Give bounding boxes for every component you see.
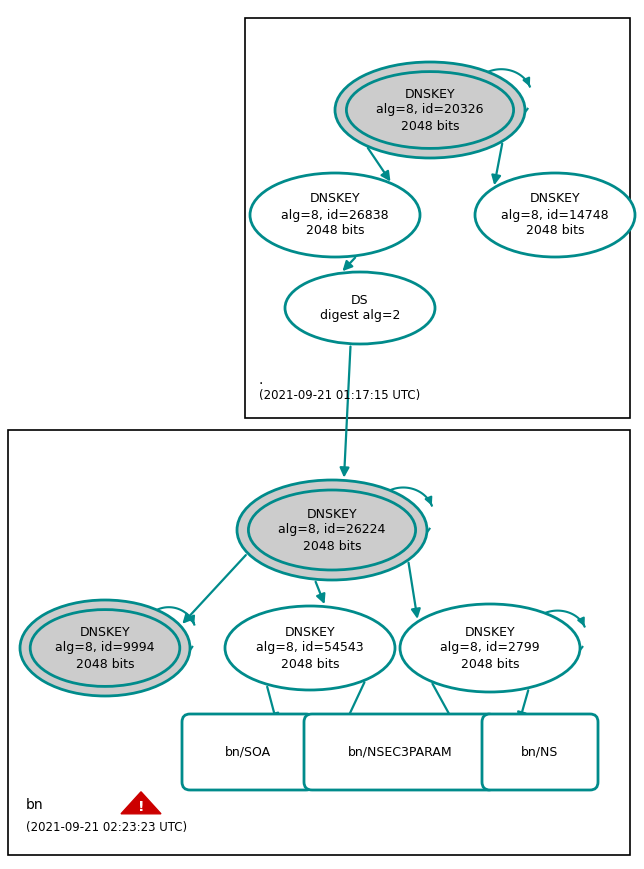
Text: DNSKEY
alg=8, id=54543
2048 bits: DNSKEY alg=8, id=54543 2048 bits — [256, 626, 364, 671]
FancyBboxPatch shape — [482, 714, 598, 790]
Ellipse shape — [400, 604, 580, 692]
Text: DNSKEY
alg=8, id=26224
2048 bits: DNSKEY alg=8, id=26224 2048 bits — [278, 507, 386, 553]
Text: bn/NSEC3PARAM: bn/NSEC3PARAM — [348, 746, 452, 759]
Ellipse shape — [250, 173, 420, 257]
Ellipse shape — [285, 272, 435, 344]
Text: (2021-09-21 02:23:23 UTC): (2021-09-21 02:23:23 UTC) — [26, 820, 187, 833]
Ellipse shape — [20, 600, 190, 696]
Ellipse shape — [225, 606, 395, 690]
Bar — [245, 18, 630, 418]
Ellipse shape — [237, 480, 427, 580]
Text: .: . — [259, 373, 263, 387]
FancyBboxPatch shape — [182, 714, 314, 790]
FancyBboxPatch shape — [304, 714, 496, 790]
Text: DNSKEY
alg=8, id=20326
2048 bits: DNSKEY alg=8, id=20326 2048 bits — [376, 88, 484, 132]
Text: DS
digest alg=2: DS digest alg=2 — [320, 294, 400, 322]
Ellipse shape — [335, 62, 525, 158]
Polygon shape — [121, 792, 161, 813]
Text: DNSKEY
alg=8, id=2799
2048 bits: DNSKEY alg=8, id=2799 2048 bits — [440, 626, 540, 671]
Text: bn: bn — [26, 798, 44, 812]
Text: !: ! — [138, 800, 144, 814]
Text: bn/NS: bn/NS — [521, 746, 559, 759]
Text: DNSKEY
alg=8, id=14748
2048 bits: DNSKEY alg=8, id=14748 2048 bits — [501, 193, 609, 237]
Text: bn/SOA: bn/SOA — [225, 746, 271, 759]
Text: DNSKEY
alg=8, id=26838
2048 bits: DNSKEY alg=8, id=26838 2048 bits — [281, 193, 389, 237]
Ellipse shape — [475, 173, 635, 257]
Text: (2021-09-21 01:17:15 UTC): (2021-09-21 01:17:15 UTC) — [259, 389, 421, 402]
Text: DNSKEY
alg=8, id=9994
2048 bits: DNSKEY alg=8, id=9994 2048 bits — [55, 626, 155, 671]
Bar — [8, 430, 630, 855]
